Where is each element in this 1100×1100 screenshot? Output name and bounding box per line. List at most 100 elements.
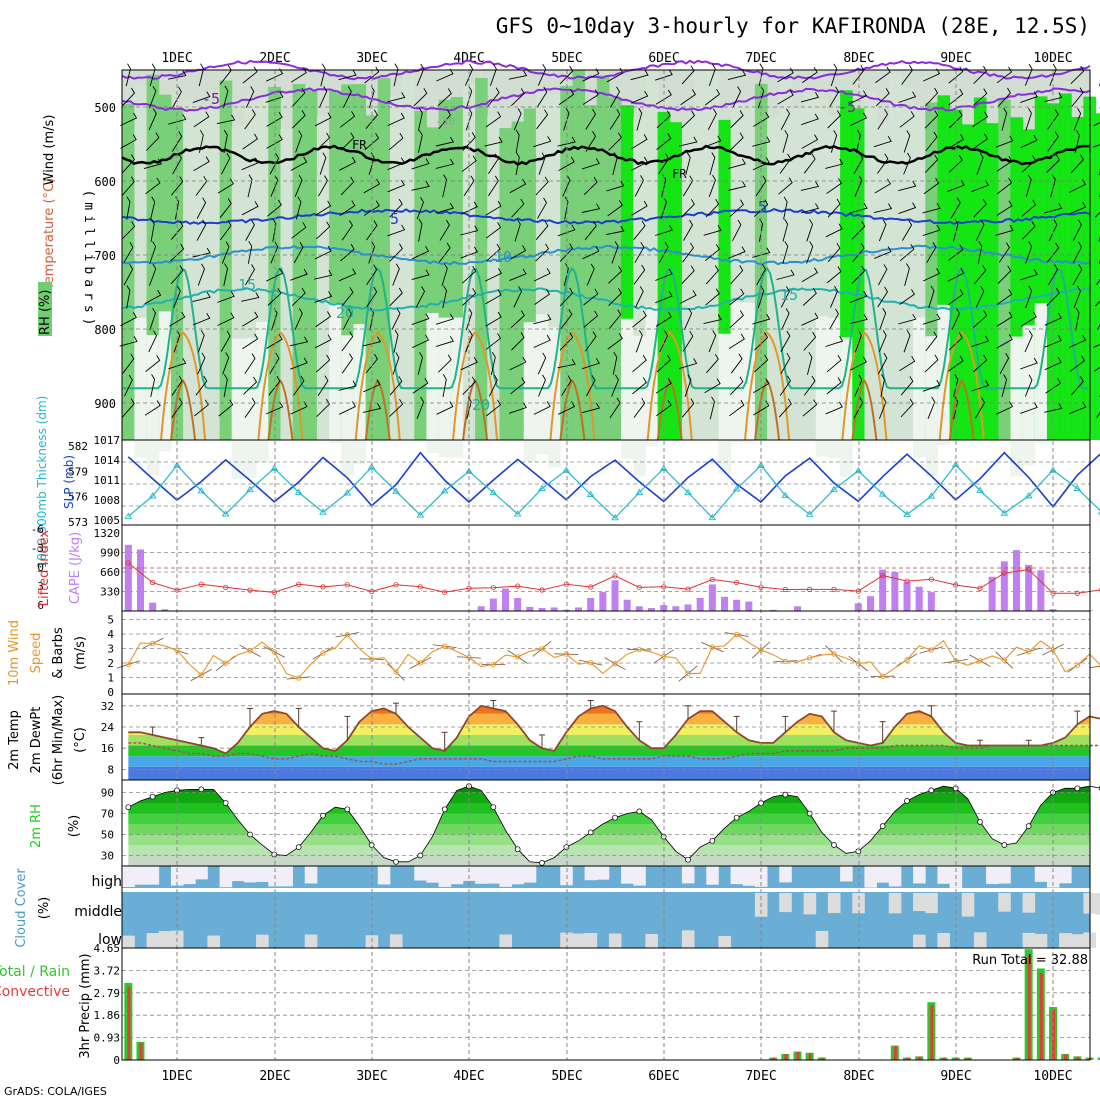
wind-barb	[441, 263, 448, 286]
wind-barb	[316, 398, 330, 418]
wind-barb	[583, 176, 598, 196]
contour-30	[948, 379, 975, 441]
wind-barb	[656, 133, 672, 150]
rh-band	[1046, 103, 1060, 441]
rh2m-marker	[904, 798, 910, 804]
rh2m-marker	[222, 800, 229, 806]
slp-label-slp: SLP (mb)	[62, 455, 76, 509]
wind-barb	[269, 153, 280, 175]
contour-label-20-bottom: 20	[472, 396, 490, 414]
contour-label-fr-left: FR	[352, 138, 367, 152]
rh-band	[304, 89, 318, 440]
wind-barb	[173, 285, 181, 308]
wind-barb	[316, 221, 331, 240]
wind-barb	[708, 174, 716, 197]
li-marker	[490, 585, 496, 591]
wind-barb	[855, 129, 861, 153]
wind-barb	[245, 219, 255, 241]
precip-bar-convective	[1052, 1009, 1055, 1060]
rh-band	[365, 115, 379, 440]
contour-25	[841, 331, 888, 441]
rh-dry-plume	[815, 316, 829, 457]
cloud-plot	[122, 866, 1100, 948]
wind-barb	[1021, 154, 1036, 173]
wind-barb	[803, 153, 816, 174]
thickness-marker	[781, 491, 790, 499]
wind-barb	[192, 291, 211, 303]
cloud-low-gap	[681, 930, 695, 948]
wind-barb	[800, 203, 820, 214]
wind-barb	[583, 310, 599, 328]
wind-barb	[878, 219, 887, 242]
wind-barb	[387, 224, 406, 237]
wind-barb	[314, 245, 332, 260]
wind-barb	[996, 401, 1014, 415]
wind-barb	[126, 196, 131, 220]
wind-barb	[849, 202, 868, 214]
wind-barb	[241, 292, 260, 302]
wind-barb	[290, 357, 308, 370]
wind-barb	[612, 351, 618, 375]
wind-barb	[241, 157, 259, 171]
wind-barb	[295, 130, 303, 153]
wind-barb	[904, 263, 910, 287]
date-label-top: 6DEC	[648, 51, 679, 66]
wind-barb	[730, 376, 744, 396]
wind-barb	[170, 220, 184, 240]
cape-bar	[1025, 564, 1033, 611]
wind-barb	[122, 176, 135, 196]
rh2m-marker	[806, 810, 813, 817]
wind-barb	[1093, 344, 1100, 348]
wind-barb	[535, 220, 549, 240]
wind-barb	[899, 111, 915, 128]
wind-barb	[825, 158, 844, 169]
wind-barb	[242, 66, 258, 84]
wind-barb	[315, 200, 332, 216]
cloud-low-gap	[913, 934, 926, 948]
wind-barb	[679, 358, 698, 370]
cape-bar	[137, 549, 144, 611]
wind-barb	[462, 132, 476, 151]
wind-barb	[171, 131, 183, 152]
rh2m-marker	[1025, 823, 1032, 829]
cape-bar	[648, 608, 655, 611]
cape-bar	[514, 598, 522, 611]
thickness-marker	[878, 490, 887, 497]
rh2m-marker	[344, 806, 351, 813]
wind10-marker	[223, 660, 229, 666]
wind-barb	[752, 247, 771, 258]
wind-barb	[703, 135, 722, 148]
thickness-marker	[684, 488, 692, 495]
wind-barb	[996, 66, 1013, 84]
wind-barb	[245, 86, 255, 108]
wind-barb	[827, 198, 841, 218]
wind-barb	[873, 136, 892, 148]
rh2m-marker	[514, 846, 521, 853]
cloud-high-gap	[426, 866, 439, 883]
li-marker	[198, 581, 204, 587]
li-marker	[393, 582, 399, 588]
wind-barb	[149, 307, 156, 331]
wind-barb	[877, 108, 889, 130]
wind-barb	[1024, 63, 1033, 86]
wind-barb	[563, 263, 569, 287]
wind10-marker	[831, 651, 837, 657]
cloud-high-gap	[986, 866, 999, 885]
cloud-high-gap	[523, 866, 537, 883]
cloud-high-gap	[779, 866, 792, 883]
wind-barb	[316, 132, 331, 151]
wind-barb	[948, 355, 964, 372]
wind-barb	[782, 241, 789, 264]
wind-barb	[538, 374, 547, 397]
cloud-level-middle: middle	[74, 904, 122, 920]
contour-25	[938, 331, 985, 441]
temp-band	[128, 756, 1090, 767]
wind-barb	[198, 129, 204, 153]
cape-bar	[672, 606, 680, 611]
wind10-label-unit: (m/s)	[73, 636, 88, 670]
wind-barb	[631, 156, 648, 171]
wind-barb	[435, 202, 454, 214]
wind10-marker	[1099, 664, 1100, 669]
cape-panel: -6 -3 0 3 6 1320 990 660 330 Lifted Index CAPE (…	[31, 523, 1100, 612]
li-tick: 6	[37, 599, 44, 612]
